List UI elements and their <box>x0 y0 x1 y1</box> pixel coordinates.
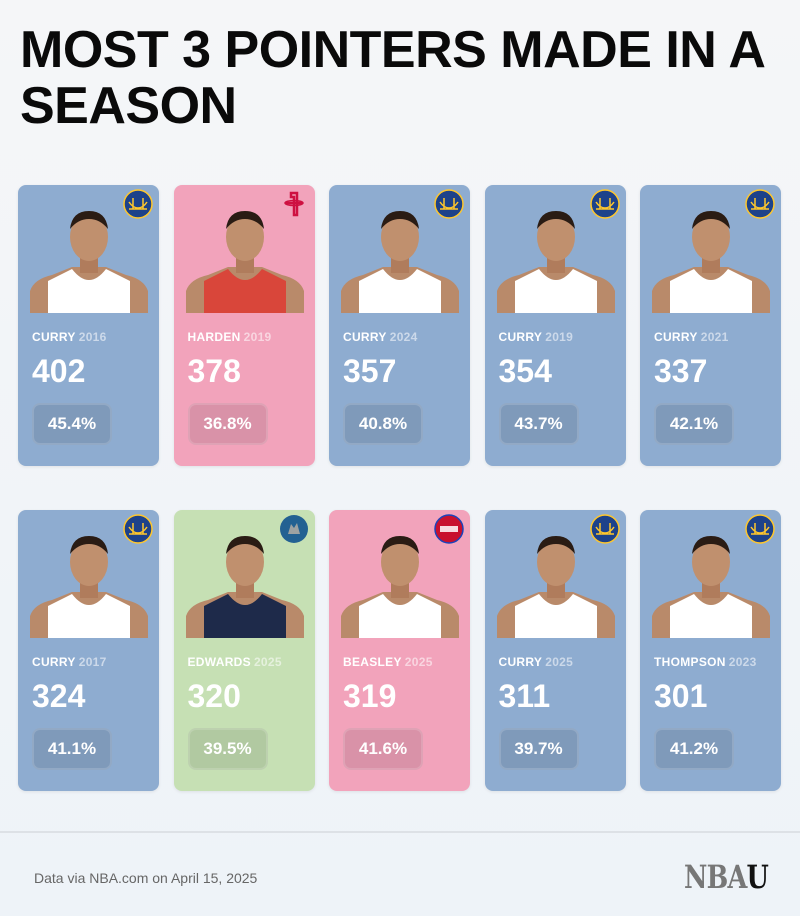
season-year: 2025 <box>545 655 574 669</box>
season-year: 2025 <box>404 655 433 669</box>
player-card: THOMPSON 2023 301 41.2% <box>640 510 781 791</box>
player-name: EDWARDS 2025 <box>187 655 282 669</box>
player-name: CURRY 2016 <box>32 330 107 344</box>
player-card: CURRY 2017 324 41.1% <box>18 510 159 791</box>
data-source: Data via NBA.com on April 15, 2025 <box>34 870 258 886</box>
season-year: 2017 <box>78 655 107 669</box>
warriors-bridge-icon <box>745 189 775 219</box>
player-card: CURRY 2021 337 42.1% <box>640 185 781 466</box>
season-year: 2025 <box>253 655 282 669</box>
threes-made: 354 <box>498 353 552 389</box>
threes-made: 301 <box>654 678 708 714</box>
player-name: THOMPSON 2023 <box>654 655 757 669</box>
threes-made: 319 <box>343 678 397 714</box>
threes-made: 357 <box>343 353 397 389</box>
threes-made: 311 <box>498 678 551 714</box>
player-name: CURRY 2017 <box>32 655 107 669</box>
player-photo <box>185 536 304 638</box>
page-title: MOST 3 POINTERS MADE IN A SEASON <box>20 21 764 135</box>
pistons-icon <box>434 514 464 544</box>
player-card: BEASLEY 2025 319 41.6% <box>329 510 470 791</box>
warriors-bridge-icon <box>589 514 620 544</box>
nbau-logo: NBAU <box>683 858 769 896</box>
three-point-percentage: 39.5% <box>187 728 268 770</box>
player-photo <box>652 211 770 313</box>
player-photo <box>496 211 615 313</box>
player-name: BEASLEY 2025 <box>343 655 433 669</box>
threes-made: 320 <box>187 678 241 714</box>
warriors-bridge-icon <box>434 189 464 219</box>
threes-made: 378 <box>187 353 241 389</box>
threes-made: 337 <box>654 353 708 389</box>
player-photo <box>30 211 148 313</box>
warriors-bridge-icon <box>745 514 775 544</box>
player-photo <box>341 536 459 638</box>
three-point-percentage: 42.1% <box>654 403 734 445</box>
player-card: CURRY 2025 311 39.7% <box>484 510 626 791</box>
player-card: EDWARDS 2025 320 39.5% <box>173 510 315 791</box>
three-point-percentage: 40.8% <box>343 403 423 445</box>
player-card: HARDEN 2019 378 36.8% <box>173 185 315 466</box>
season-year: 2019 <box>243 330 272 344</box>
warriors-bridge-icon <box>123 189 153 219</box>
player-grid: CURRY 2016 402 45.4% HARDEN 2019 378 36.8%… <box>18 185 781 791</box>
player-photo <box>652 536 770 638</box>
player-photo <box>185 211 304 313</box>
player-name: CURRY 2025 <box>498 655 574 669</box>
threes-made: 324 <box>32 678 86 714</box>
season-year: 2023 <box>728 655 757 669</box>
season-year: 2024 <box>389 330 418 344</box>
season-year: 2016 <box>78 330 107 344</box>
three-point-percentage: 41.6% <box>343 728 423 770</box>
three-point-percentage: 41.2% <box>654 728 734 770</box>
footer-divider <box>0 831 800 833</box>
player-name: HARDEN 2019 <box>187 330 272 344</box>
season-year: 2019 <box>545 330 574 344</box>
player-card: CURRY 2016 402 45.4% <box>18 185 159 466</box>
rockets-r-icon <box>283 191 304 217</box>
player-photo <box>496 536 615 638</box>
season-year: 2021 <box>700 330 729 344</box>
player-photo <box>341 211 459 313</box>
player-card: CURRY 2024 357 40.8% <box>329 185 470 466</box>
three-point-percentage: 36.8% <box>187 403 268 445</box>
warriors-bridge-icon <box>589 189 620 219</box>
three-point-percentage: 39.7% <box>498 728 579 770</box>
three-point-percentage: 41.1% <box>32 728 112 770</box>
threes-made: 402 <box>32 353 86 389</box>
player-photo <box>30 536 148 638</box>
player-name: CURRY 2019 <box>498 330 574 344</box>
three-point-percentage: 43.7% <box>498 403 579 445</box>
player-name: CURRY 2024 <box>343 330 418 344</box>
player-name: CURRY 2021 <box>654 330 729 344</box>
three-point-percentage: 45.4% <box>32 403 112 445</box>
player-card: CURRY 2019 354 43.7% <box>484 185 626 466</box>
timberwolves-icon <box>279 515 308 543</box>
warriors-bridge-icon <box>123 514 153 544</box>
